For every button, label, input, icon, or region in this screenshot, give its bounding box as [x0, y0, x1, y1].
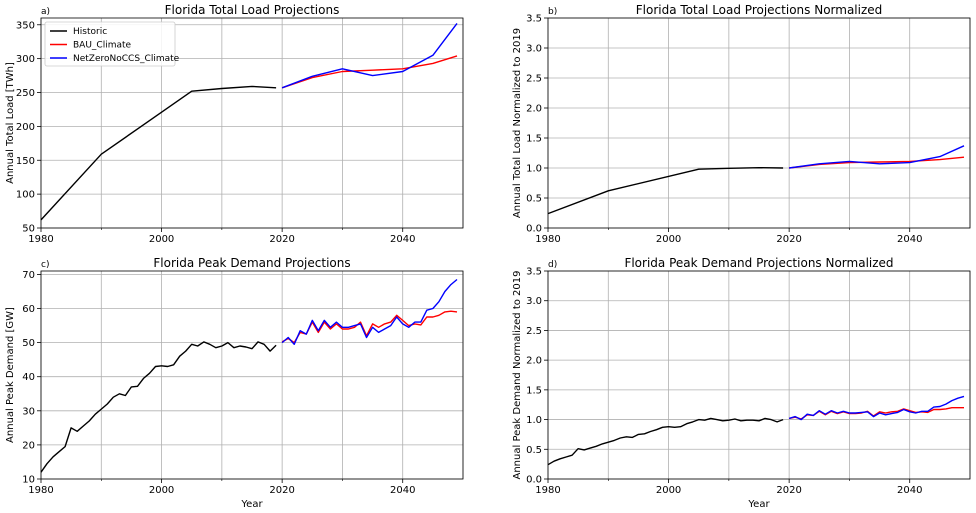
chart-panel-a: 1980 2000 2020 2040 50 100 150 200 250 300 350 Flor…: [5, 3, 464, 245]
x-tick-label: 2040: [897, 485, 922, 496]
y-tick-label: 10: [22, 475, 35, 486]
panel-label: a): [41, 7, 50, 17]
y-tick-label: 1.0: [526, 164, 542, 175]
x-tick-label: 2040: [390, 234, 415, 245]
x-axis-label: Year: [747, 499, 770, 510]
x-tick-label: 1980: [535, 234, 560, 245]
series-line-historic: [40, 341, 277, 473]
legend-box: [44, 21, 176, 67]
chart-title: Florida Peak Demand Projections Normaliz…: [624, 256, 893, 270]
plot-frame: [40, 17, 464, 229]
y-tick-label: 0.5: [526, 194, 542, 205]
gridlines: [547, 17, 971, 229]
legend-entry: NetZeroNoCCS_Climate: [73, 54, 180, 64]
gridlines: [40, 18, 464, 229]
x-tick-label: 2020: [269, 234, 294, 245]
y-tick-label: 0.0: [526, 475, 542, 486]
series-line-netzeronoccs-climate: [789, 145, 965, 169]
plot-frame: [547, 17, 971, 229]
y-tick-label: 3.0: [526, 44, 542, 55]
legend-entry: Historic: [73, 27, 107, 37]
y-tick-label: 3.5: [526, 14, 542, 25]
y-tick-label: 1.5: [526, 134, 542, 145]
series-line-bau-climate: [281, 310, 458, 344]
y-tick-label: 100: [16, 190, 35, 201]
series-line-bau-climate: [789, 156, 965, 169]
chart-panel-c: 1980 2000 2020 2040 10 20 30 40 50 60 70 Florida Pe…: [5, 256, 464, 510]
y-axis-label: Annual Peak Demand [GW]: [5, 307, 16, 443]
chart-panel-d: 1980 2000 2020 2040 0.0 0.5 1.0 1.5 2.0 2.5 3.0 3.5…: [512, 256, 971, 510]
panel-label: d): [548, 260, 557, 270]
y-tick-label: 2.5: [526, 326, 542, 337]
x-tick-label: 2020: [776, 234, 801, 245]
chart-title: Florida Total Load Projections: [165, 3, 340, 17]
plot-frame: [40, 270, 464, 480]
chart-title: Florida Peak Demand Projections: [153, 256, 350, 270]
y-tick-label: 2.5: [526, 74, 542, 85]
series-line-historic: [547, 417, 784, 466]
y-tick-label: 40: [22, 372, 35, 383]
panel-label: c): [41, 260, 49, 270]
y-tick-label: 250: [16, 88, 35, 99]
x-tick-label: 2020: [776, 485, 801, 496]
x-tick-label: 2000: [149, 234, 174, 245]
x-tick-label: 2000: [149, 485, 174, 496]
y-tick-label: 20: [22, 440, 35, 451]
x-tick-label: 2040: [897, 234, 922, 245]
series-line-historic: [547, 166, 784, 215]
y-tick-label: 2.0: [526, 104, 542, 115]
panel-label: b): [548, 7, 557, 17]
y-tick-label: 50: [22, 224, 35, 235]
y-tick-label: 0.0: [526, 224, 542, 235]
y-tick-label: 150: [16, 156, 35, 167]
x-tick-label: 2000: [656, 234, 681, 245]
chart-title: Florida Total Load Projections Normalize…: [636, 3, 883, 17]
legend: Historic BAU_Climate NetZeroNoCCS_Climate: [44, 21, 180, 67]
y-tick-label: 50: [22, 338, 35, 349]
y-axis-label: Annual Total Load Normalized to 2019: [512, 28, 523, 218]
series-line-bau-climate: [281, 55, 458, 89]
x-tick-label: 2020: [269, 485, 294, 496]
gridlines: [547, 270, 971, 480]
series-line-historic: [40, 85, 277, 221]
series-line-netzeronoccs-climate: [788, 395, 965, 421]
y-tick-label: 350: [16, 20, 35, 31]
y-tick-label: 200: [16, 122, 35, 133]
y-tick-label: 70: [22, 270, 35, 281]
y-tick-label: 1.0: [526, 415, 542, 426]
series-line-netzeronoccs-climate: [281, 278, 458, 345]
x-tick-label: 2000: [656, 485, 681, 496]
y-tick-label: 3.5: [526, 267, 542, 278]
y-axis-label: Annual Total Load [TWh]: [5, 62, 16, 184]
x-tick-label: 1980: [28, 485, 53, 496]
y-tick-label: 1.5: [526, 385, 542, 396]
y-tick-label: 3.0: [526, 296, 542, 307]
legend-entry: BAU_Climate: [73, 41, 132, 51]
gridlines: [40, 271, 464, 480]
x-tick-label: 2040: [390, 485, 415, 496]
x-tick-label: 1980: [535, 485, 560, 496]
y-tick-label: 2.0: [526, 356, 542, 367]
plot-frame: [547, 270, 971, 480]
x-axis-label: Year: [240, 499, 263, 510]
x-tick-label: 1980: [28, 234, 53, 245]
chart-panel-b: 1980 2000 2020 2040 0.0 0.5 1.0 1.5 2.0 2.5 3.0 3.5…: [512, 3, 971, 245]
y-tick-label: 60: [22, 304, 35, 315]
y-tick-label: 0.5: [526, 445, 542, 456]
y-tick-label: 30: [22, 406, 35, 417]
series-line-netzeronoccs-climate: [281, 22, 458, 89]
y-axis-label: Annual Peak Demand Normalized to 2019: [512, 270, 523, 479]
y-tick-label: 300: [16, 54, 35, 65]
